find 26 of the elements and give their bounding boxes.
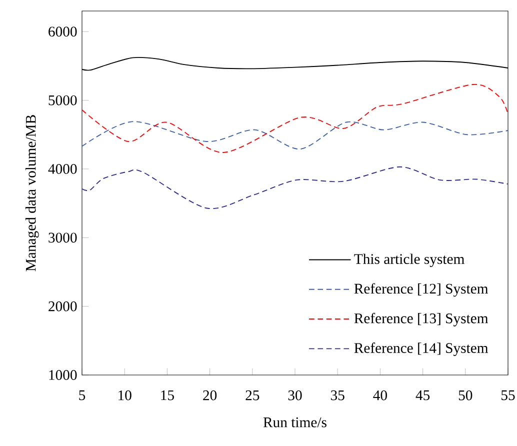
y-axis-title: Managed data volume/MB xyxy=(25,115,39,272)
x-tick-label: 25 xyxy=(246,390,260,400)
y-tick-label: 1000 xyxy=(49,370,77,380)
x-tick-label: 50 xyxy=(458,390,472,400)
legend-label: Reference [14] System xyxy=(354,342,488,356)
x-tick-label: 15 xyxy=(161,390,174,400)
y-tick-label: 6000 xyxy=(48,26,77,37)
x-tick-label: 10 xyxy=(118,390,132,400)
y-tick-label: 2000 xyxy=(48,301,77,312)
legend-label: Reference [12] System xyxy=(354,283,488,297)
x-tick-label: 55 xyxy=(502,390,515,400)
x-tick-label: 20 xyxy=(203,390,217,400)
line-series xyxy=(82,84,508,153)
x-tick-label: 35 xyxy=(330,390,344,400)
line-series xyxy=(82,166,508,209)
line-series xyxy=(82,121,508,150)
legend-label: This article system xyxy=(354,254,464,268)
y-tick-label: 5000 xyxy=(48,95,77,106)
legend-label: Reference [13] System xyxy=(354,312,488,326)
x-axis-title: Run time/s xyxy=(263,417,326,428)
y-tick-label: 4000 xyxy=(48,164,77,174)
x-tick-label: 5 xyxy=(79,390,86,400)
x-tick-label: 30 xyxy=(288,390,302,400)
x-tick-label: 40 xyxy=(373,390,387,400)
y-tick-label: 3000 xyxy=(48,232,77,243)
x-tick-label: 45 xyxy=(416,390,430,400)
